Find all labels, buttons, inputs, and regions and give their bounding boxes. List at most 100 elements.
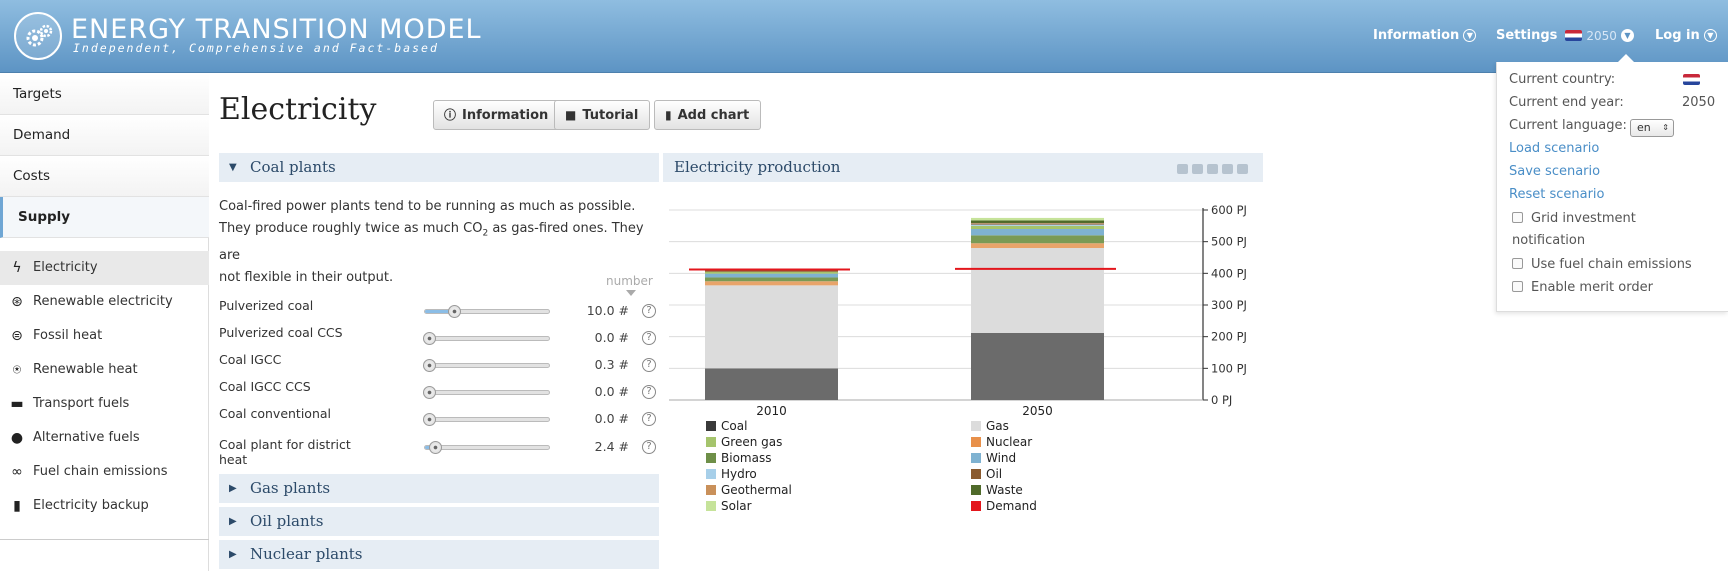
chevron-down-icon: ▼ <box>1620 29 1634 42</box>
add-chart-button[interactable]: ▮ Add chart <box>654 100 762 130</box>
slider-handle[interactable] <box>423 386 436 399</box>
sidebar-item-electricity[interactable]: ϟ Electricity <box>0 251 209 285</box>
slider-handle[interactable] <box>423 413 436 426</box>
slider-track[interactable] <box>423 332 550 345</box>
sidebar-item-transport-fuels[interactable]: ▬ Transport fuels <box>10 396 130 412</box>
caret-down-icon: ▼ <box>229 162 237 173</box>
tutorial-button[interactable]: ■ Tutorial <box>554 100 651 130</box>
slider-value[interactable]: 0.0 # <box>594 384 629 399</box>
legend-item[interactable]: Coal <box>706 418 906 434</box>
caret-down-icon[interactable] <box>626 290 636 296</box>
slider-track[interactable] <box>423 359 550 372</box>
section-gas-plants[interactable]: ▶ Gas plants <box>219 474 659 503</box>
help-icon[interactable]: ? <box>642 412 656 426</box>
nav-information[interactable]: Information ▼ <box>1373 28 1477 43</box>
bar-segment-geothermal <box>971 222 1104 224</box>
legend-item[interactable]: Demand <box>971 498 1171 514</box>
sidebar-item-electricity-backup[interactable]: ▮ Electricity backup <box>0 489 209 523</box>
section-oil-plants[interactable]: ▶ Oil plants <box>219 507 659 536</box>
help-icon[interactable]: ? <box>642 304 656 318</box>
legend-swatch <box>971 469 981 479</box>
chart-toolbar <box>1177 164 1248 174</box>
checkbox[interactable] <box>1512 212 1523 223</box>
unit-selector-label[interactable]: number <box>606 274 653 288</box>
sidebar-item-alternative-fuels[interactable]: ● Alternative fuels <box>10 430 140 446</box>
bar-segment-green-gas <box>705 271 838 274</box>
caret-right-icon: ▶ <box>229 516 237 527</box>
sidebar-item-fossil-heat[interactable]: ⊜ Fossil heat <box>0 319 209 353</box>
legend-item[interactable]: Nuclear <box>971 434 1171 450</box>
slider-value[interactable]: 0.0 # <box>594 330 629 345</box>
slider-value[interactable]: 0.3 # <box>594 357 629 372</box>
lock-icon[interactable] <box>1222 164 1233 174</box>
load-scenario-link[interactable]: Load scenario <box>1509 141 1600 156</box>
legend-swatch <box>706 469 716 479</box>
legend-label: Demand <box>986 499 1037 513</box>
legend-item[interactable]: Wind <box>971 450 1171 466</box>
sidebar-item-renewable-heat[interactable]: ⍟ Renewable heat <box>0 353 209 387</box>
legend-item[interactable]: Green gas <box>706 434 906 450</box>
legend-item[interactable]: Solar <box>706 498 906 514</box>
y-tick-label: 400 PJ <box>1211 266 1247 280</box>
slider-handle[interactable] <box>423 332 436 345</box>
help-icon[interactable]: ? <box>642 385 656 399</box>
table-icon[interactable] <box>1207 164 1218 174</box>
language-select[interactable]: en ⇕ <box>1630 119 1674 137</box>
help-icon[interactable]: ? <box>642 331 656 345</box>
information-button[interactable]: ⓘ Information <box>433 100 561 130</box>
settings-icon[interactable] <box>1192 164 1203 174</box>
sidebar-item-fuel-chain-emissions[interactable]: ∞ Fuel chain emissions <box>0 455 209 489</box>
legend-label: Green gas <box>721 435 783 449</box>
slider-value[interactable]: 10.0 # <box>586 303 629 318</box>
current-end-year-value[interactable]: 2050 <box>1682 95 1716 110</box>
merit-order-checkbox[interactable]: Enable merit order <box>1512 277 1653 299</box>
checkbox[interactable] <box>1512 281 1523 292</box>
fuel-chain-emissions-checkbox[interactable]: Use fuel chain emissions <box>1512 254 1692 276</box>
slider-row: Coal plant for district heat 2.4 #? <box>219 434 659 467</box>
legend-item[interactable]: Geothermal <box>706 482 906 498</box>
slider-track[interactable] <box>423 386 550 399</box>
sidebar-tab-demand[interactable]: Demand <box>0 115 209 156</box>
expand-icon[interactable] <box>1237 164 1248 174</box>
slider-track[interactable] <box>423 413 550 426</box>
section-coal-plants[interactable]: ▼ Coal plants <box>219 153 659 182</box>
save-scenario-link[interactable]: Save scenario <box>1509 164 1601 179</box>
netherlands-flag-icon[interactable] <box>1683 74 1700 85</box>
renewable-electricity-icon: ⊛ <box>11 294 23 310</box>
legend-item[interactable]: Waste <box>971 482 1171 498</box>
legend-item[interactable]: Oil <box>971 466 1171 482</box>
slider-handle[interactable] <box>423 359 436 372</box>
sidebar-tab-supply[interactable]: Supply <box>0 197 209 238</box>
electricity-production-chart: 0 PJ 100 PJ 200 PJ 300 PJ 400 PJ 500 PJ 600 PJ… <box>669 203 1247 418</box>
slider-row: Pulverized coal 10.0 #? <box>219 298 659 324</box>
logo[interactable] <box>14 12 62 60</box>
slider-value[interactable]: 2.4 # <box>594 439 629 454</box>
y-tick-label: 100 PJ <box>1211 361 1247 375</box>
slider-handle[interactable] <box>448 305 461 318</box>
help-icon[interactable] <box>1177 164 1188 174</box>
legend-swatch <box>706 437 716 447</box>
help-icon[interactable]: ? <box>642 358 656 372</box>
section-nuclear-plants[interactable]: ▶ Nuclear plants <box>219 540 659 569</box>
bar-segment-biomass <box>971 235 1104 244</box>
legend-item[interactable]: Gas <box>971 418 1171 434</box>
slider-handle[interactable] <box>429 441 442 454</box>
legend-item[interactable]: Biomass <box>706 450 906 466</box>
sidebar-item-renewable-electricity[interactable]: ⊛ Renewable electricity <box>0 285 209 319</box>
sidebar-tab-costs[interactable]: Costs <box>0 156 209 197</box>
battery-icon: ▮ <box>13 498 21 514</box>
reset-scenario-link[interactable]: Reset scenario <box>1509 187 1605 202</box>
legend-label: Wind <box>986 451 1017 465</box>
checkbox[interactable] <box>1512 258 1523 269</box>
slider-value[interactable]: 0.0 # <box>594 411 629 426</box>
slider-track[interactable] <box>424 441 550 454</box>
nav-login[interactable]: Log in ▼ <box>1655 28 1717 43</box>
grid-investment-checkbox[interactable]: Grid investment notification <box>1512 211 1636 248</box>
sidebar-tab-targets[interactable]: Targets <box>0 74 209 115</box>
info-icon: ⓘ <box>444 108 457 122</box>
slider-track[interactable] <box>424 305 550 318</box>
nav-settings[interactable]: Settings 2050 ▼ <box>1496 28 1634 43</box>
scenario-year: 2050 <box>1586 28 1617 43</box>
legend-item[interactable]: Hydro <box>706 466 906 482</box>
help-icon[interactable]: ? <box>642 440 656 454</box>
